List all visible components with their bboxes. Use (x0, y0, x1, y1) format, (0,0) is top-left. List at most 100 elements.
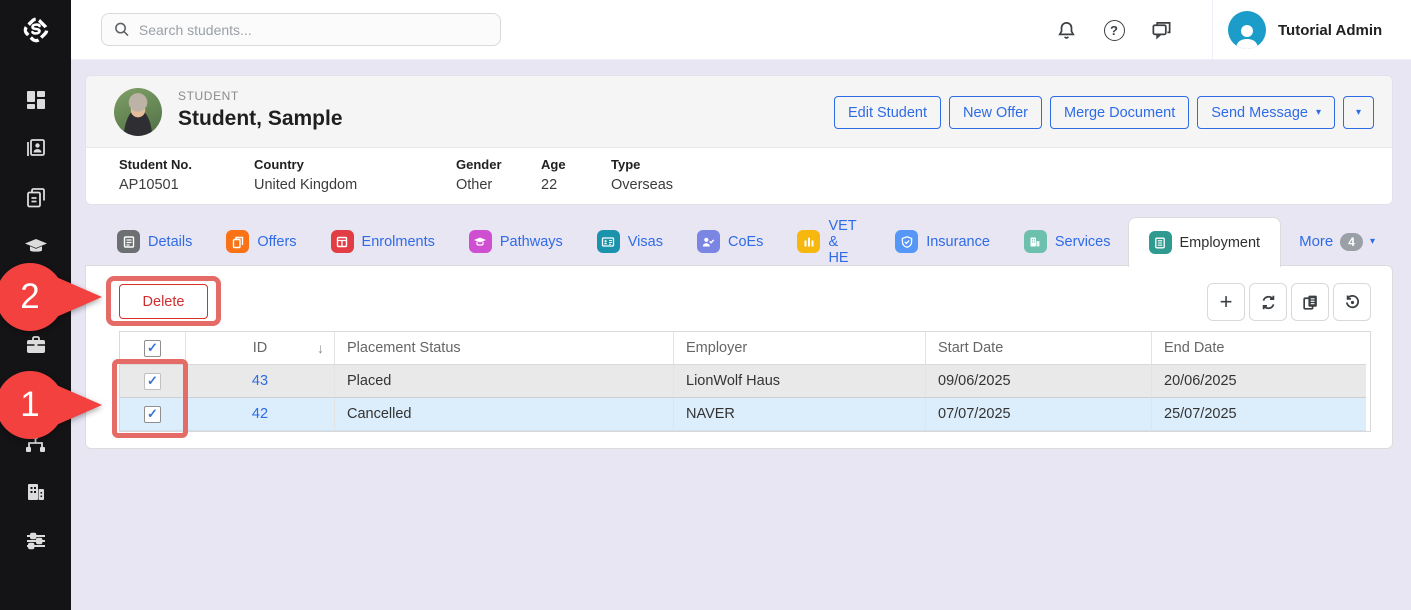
cell-end-date: 20/06/2025 (1152, 365, 1366, 398)
info-student-no: Student No. AP10501 (119, 157, 192, 193)
logo-icon (23, 17, 48, 43)
history-button[interactable] (1333, 283, 1371, 321)
grid-toolbar: + (1207, 283, 1371, 321)
cell-start-date: 09/06/2025 (926, 365, 1152, 398)
tab-label: Offers (257, 233, 297, 250)
sidebar-item-dashboard[interactable] (0, 82, 71, 118)
building-icon (27, 484, 44, 500)
notifications-button[interactable] (1053, 17, 1079, 43)
tab-label: Pathways (499, 233, 563, 250)
tab-label: Details (148, 233, 193, 250)
tab-insurance[interactable]: Insurance (878, 217, 1007, 266)
tab-label: Employment (1179, 234, 1261, 251)
visas-icon (596, 230, 620, 253)
sidebar-item-students[interactable] (0, 130, 71, 166)
sidebar-item-settings[interactable] (0, 523, 71, 559)
insurance-icon (895, 230, 919, 253)
row-checkbox[interactable]: ✓ (144, 372, 161, 390)
employment-table: ✓ ID ↓ Placement Status Employer Start Da… (119, 331, 1371, 432)
table-row[interactable]: ✓ 42 Cancelled NAVER 07/07/2025 25/07/20… (120, 398, 1370, 431)
tab-visas[interactable]: Visas (580, 217, 680, 266)
info-country: Country United Kingdom (254, 157, 358, 193)
student-info-row: Student No. AP10501 Country United Kingdom… (86, 148, 1392, 193)
send-message-label: Send Message (1211, 104, 1308, 121)
enrolments-icon (330, 230, 354, 253)
graduation-cap-icon (24, 239, 47, 252)
services-icon (1023, 230, 1047, 253)
help-icon: ? (1103, 19, 1125, 41)
user-menu[interactable]: Tutorial Admin (1212, 0, 1411, 60)
documents-icon (26, 188, 45, 208)
tab-vet-he[interactable]: VET & HE (780, 217, 878, 266)
chat-icon (1151, 21, 1171, 39)
info-gender: Gender Other (456, 157, 502, 193)
select-all-checkbox[interactable]: ✓ (144, 339, 161, 357)
refresh-icon (1262, 295, 1274, 309)
tab-employment-active[interactable]: Employment (1127, 217, 1282, 267)
col-employer[interactable]: Employer (674, 332, 926, 365)
cell-status: Cancelled (335, 398, 674, 431)
plus-icon: + (1219, 289, 1233, 314)
row-id-link[interactable]: 42 (251, 406, 269, 422)
sidebar-item-courses[interactable] (0, 228, 71, 264)
student-type-label: STUDENT (178, 89, 239, 103)
sidebar-item-employment[interactable] (0, 327, 71, 363)
students-icon (26, 139, 45, 156)
info-type: Type Overseas (611, 157, 674, 193)
col-start-date[interactable]: Start Date (926, 332, 1152, 365)
chevron-down-icon: ▾ (1315, 106, 1321, 118)
app-logo[interactable] (0, 0, 71, 60)
cell-employer: LionWolf Haus (674, 365, 926, 398)
student-tabbar: Details Offers Enrolments Pathways Visas… (85, 217, 1393, 267)
user-name: Tutorial Admin (1278, 21, 1383, 39)
sidebar (0, 0, 71, 610)
row-id-link[interactable]: 43 (251, 373, 269, 389)
pathways-icon (468, 230, 492, 253)
bell-icon (1057, 21, 1075, 39)
col-id[interactable]: ID (252, 340, 268, 356)
check-icon: ✓ (147, 340, 158, 355)
more-count-badge: 4 (1340, 232, 1363, 251)
chevron-down-icon: ▾ (1369, 236, 1375, 247)
tab-offers[interactable]: Offers (209, 217, 313, 266)
cell-employer: NAVER (674, 398, 926, 431)
tab-more[interactable]: More 4 ▾ (1281, 217, 1393, 266)
col-placement-status[interactable]: Placement Status (335, 332, 674, 365)
col-end-date[interactable]: End Date (1152, 332, 1366, 365)
chat-button[interactable] (1148, 17, 1174, 43)
sidebar-item-documents[interactable] (0, 180, 71, 216)
merge-document-button[interactable]: Merge Document (1050, 96, 1190, 129)
sidebar-item-agents[interactable] (0, 425, 71, 461)
tab-label: Enrolments (361, 233, 435, 250)
copy-button[interactable] (1291, 283, 1329, 321)
search-input[interactable] (138, 21, 488, 38)
delete-button[interactable]: Delete (119, 284, 208, 319)
vet-he-icon (797, 230, 821, 253)
briefcase-icon (26, 336, 45, 353)
more-actions-button[interactable]: ▾ (1343, 96, 1374, 129)
cell-start-date: 07/07/2025 (926, 398, 1152, 431)
employment-panel: Delete + ✓ ID ↓ Placement Status Employer… (85, 265, 1393, 449)
check-icon: ✓ (147, 406, 158, 421)
tab-services[interactable]: Services (1007, 217, 1128, 266)
send-message-button[interactable]: Send Message ▾ (1197, 96, 1335, 129)
copy-icon (1302, 295, 1317, 310)
tab-enrolments[interactable]: Enrolments (314, 217, 452, 266)
help-button[interactable]: ? (1101, 17, 1127, 43)
tab-pathways[interactable]: Pathways (452, 217, 580, 266)
new-offer-button[interactable]: New Offer (949, 96, 1043, 129)
tab-coes[interactable]: CoEs (680, 217, 780, 266)
add-record-button[interactable]: + (1207, 283, 1245, 321)
tab-details[interactable]: Details (85, 217, 209, 266)
table-row[interactable]: ✓ 43 Placed LionWolf Haus 09/06/2025 20/… (120, 365, 1370, 398)
refresh-button[interactable] (1249, 283, 1287, 321)
sidebar-item-organisations[interactable] (0, 474, 71, 510)
tab-label: Insurance (926, 233, 990, 250)
table-header-row: ✓ ID ↓ Placement Status Employer Start Da… (120, 332, 1370, 365)
edit-student-button[interactable]: Edit Student (834, 96, 941, 129)
tab-label: Services (1054, 233, 1111, 250)
search-box[interactable] (101, 13, 501, 46)
sort-desc-icon[interactable]: ↓ (317, 340, 324, 356)
row-checkbox[interactable]: ✓ (144, 405, 161, 423)
